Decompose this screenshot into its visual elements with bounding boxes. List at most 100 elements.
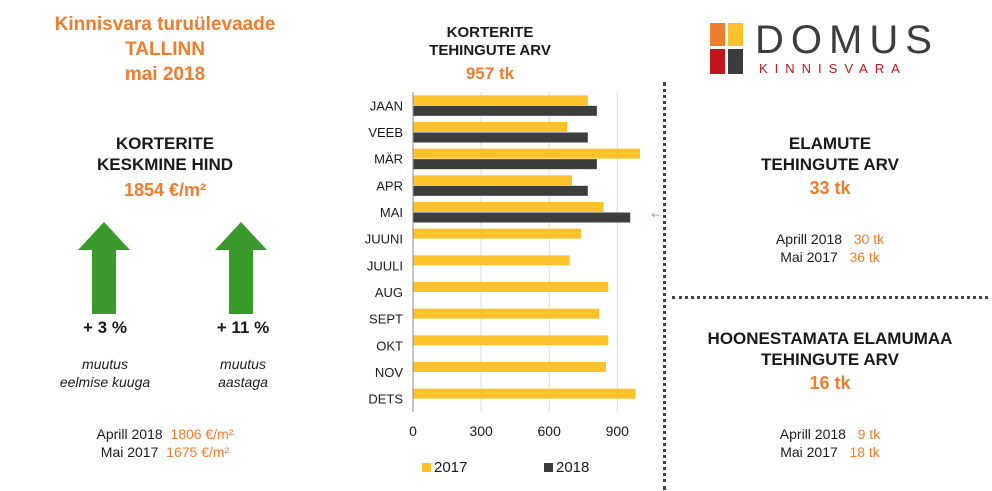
bar-2017-mär xyxy=(413,148,640,159)
price-heading-line-2: KESKMINE HIND xyxy=(96,155,233,174)
land-value: 16 tk xyxy=(809,373,851,393)
bar-2017-dets xyxy=(413,388,636,399)
category-label: AUG xyxy=(375,285,403,300)
land-heading-line-1: HOONESTAMATA ELAMUMAA xyxy=(707,329,953,348)
logo-subtitle: KINNISVARA xyxy=(759,61,907,76)
bar-2018-apr xyxy=(413,185,588,196)
change-month-value: + 3 % xyxy=(83,318,127,337)
price-heading-line-1: KORTERITE xyxy=(115,134,215,153)
bar-2018-mai xyxy=(413,212,631,223)
change-month-caption-line-1: muutus xyxy=(82,356,128,372)
houses-heading-line-2: TEHINGUTE ARV xyxy=(761,155,899,174)
category-label: SEPT xyxy=(369,312,403,327)
change-year-value: + 11 % xyxy=(216,318,270,337)
price-footer-row-may: Mai 2017 1675 €/m² xyxy=(0,443,330,461)
category-label: JAAN xyxy=(370,98,403,113)
domus-logo: DOMUS KINNISVARA xyxy=(707,18,967,80)
bar-2017-nov xyxy=(413,362,606,372)
change-year-caption: muutus aastaga xyxy=(183,355,303,391)
land-row-may: Mai 2017 18 tk xyxy=(672,443,988,461)
legend-swatch-2018 xyxy=(544,463,553,472)
logo-wordmark: DOMUS xyxy=(755,18,939,62)
category-label: JUULI xyxy=(367,258,403,273)
bar-2017-okt xyxy=(413,335,609,346)
logo-square-orange xyxy=(710,23,725,46)
houses-row-april: Aprill 2018 30 tk xyxy=(672,230,988,248)
price-footer-row-april: Aprill 2018 1806 €/m² xyxy=(0,425,330,443)
chart-heading-line-2: TEHINGUTE ARV xyxy=(429,42,551,59)
category-label: NOV xyxy=(375,365,404,380)
change-year-caption-line-2: aastaga xyxy=(218,374,268,390)
bar-2017-sept xyxy=(413,308,600,319)
bar-2018-veeb xyxy=(413,132,588,143)
logo-square-yellow xyxy=(728,23,743,46)
change-month-caption: muutus eelmise kuuga xyxy=(40,355,170,391)
vertical-divider xyxy=(663,82,666,490)
report-title-line-1: Kinnisvara turuülevaade xyxy=(54,14,276,35)
category-label: MÄR xyxy=(374,152,403,167)
bar-2018-mär xyxy=(413,159,597,170)
land-row-value: 9 tk xyxy=(857,426,881,442)
chart-heading: KORTERITE TEHINGUTE ARV xyxy=(415,24,565,60)
price-footer: Aprill 2018 1806 €/m² Mai 2017 1675 €/m² xyxy=(0,425,330,461)
land-row-label: Mai 2017 xyxy=(780,444,838,460)
category-label: JUUNI xyxy=(365,232,403,247)
land-rows: Aprill 2018 9 tk Mai 2017 18 tk xyxy=(672,425,988,461)
houses-row-label: Aprill 2018 xyxy=(775,231,843,247)
chart-heading-line-1: KORTERITE xyxy=(446,24,534,41)
houses-heading: ELAMUTE TEHINGUTE ARV xyxy=(672,133,988,175)
logo-square-dark xyxy=(728,49,743,74)
legend-label-2017: 2017 xyxy=(434,459,467,476)
houses-row-value: 36 tk xyxy=(849,249,880,265)
change-year-caption-line-1: muutus xyxy=(220,356,266,372)
arrow-up-icon-month xyxy=(78,222,130,314)
price-value: 1854 €/m² xyxy=(123,180,207,200)
logo-mark-icon xyxy=(710,23,743,74)
category-label: DETS xyxy=(368,392,403,407)
houses-row-label: Mai 2017 xyxy=(780,249,838,265)
houses-heading-line-1: ELAMUTE xyxy=(788,134,872,153)
report-title-line-2: TALLINN xyxy=(125,39,205,60)
bar-2017-apr xyxy=(413,175,572,186)
arrow-up-shape xyxy=(78,222,130,314)
land-row-value: 18 tk xyxy=(849,444,880,460)
price-footer-label: Mai 2017 xyxy=(100,444,159,460)
report-title: Kinnisvara turuülevaade TALLINN mai 2018 xyxy=(0,12,330,87)
bar-2018-jaan xyxy=(413,105,597,116)
change-month-caption-line-2: eelmise kuuga xyxy=(59,374,151,390)
logo-square-red xyxy=(710,49,725,74)
x-tick-label: 900 xyxy=(606,423,630,439)
horizontal-divider xyxy=(672,296,988,299)
report-title-line-3: mai 2018 xyxy=(124,64,206,85)
category-label: OKT xyxy=(376,338,403,353)
bar-2017-juuni xyxy=(413,228,581,239)
land-row-april: Aprill 2018 9 tk xyxy=(672,425,988,443)
land-heading: HOONESTAMATA ELAMUMAA TEHINGUTE ARV xyxy=(672,328,988,370)
x-tick-label: 600 xyxy=(538,423,562,439)
category-label: APR xyxy=(376,178,403,193)
legend-swatch-2017 xyxy=(422,463,431,472)
land-heading-line-2: TEHINGUTE ARV xyxy=(761,350,899,369)
houses-row-value: 30 tk xyxy=(853,231,885,247)
price-heading: KORTERITE KESKMINE HIND xyxy=(0,133,330,175)
land-row-label: Aprill 2018 xyxy=(779,426,846,442)
x-tick-label: 0 xyxy=(409,423,417,439)
bar-2017-veeb xyxy=(413,122,568,132)
price-footer-value: 1806 €/m² xyxy=(170,426,234,442)
arrow-up-shape xyxy=(215,222,267,314)
chart-total: 957 tk xyxy=(465,64,515,83)
houses-row-may: Mai 2017 36 tk xyxy=(672,248,988,266)
price-footer-value: 1675 €/m² xyxy=(166,444,230,460)
highlight-arrow-icon: ← xyxy=(648,202,660,222)
arrow-up-icon-year xyxy=(215,222,267,314)
houses-rows: Aprill 2018 30 tk Mai 2017 36 tk xyxy=(672,230,988,266)
bar-2017-mai xyxy=(413,202,604,212)
bar-2017-aug xyxy=(413,282,609,292)
bar-2017-juuli xyxy=(413,255,570,266)
houses-value: 33 tk xyxy=(809,178,851,198)
bar-2017-jaan xyxy=(413,95,588,106)
x-tick-label: 300 xyxy=(469,423,493,439)
category-label: MAI xyxy=(380,205,403,220)
apartment-deals-chart: 0 300 600 900 JAAN VEEB MÄR APR MAI JUUNI JUULI AUG… xyxy=(365,92,660,476)
legend-label-2018: 2018 xyxy=(556,459,589,476)
